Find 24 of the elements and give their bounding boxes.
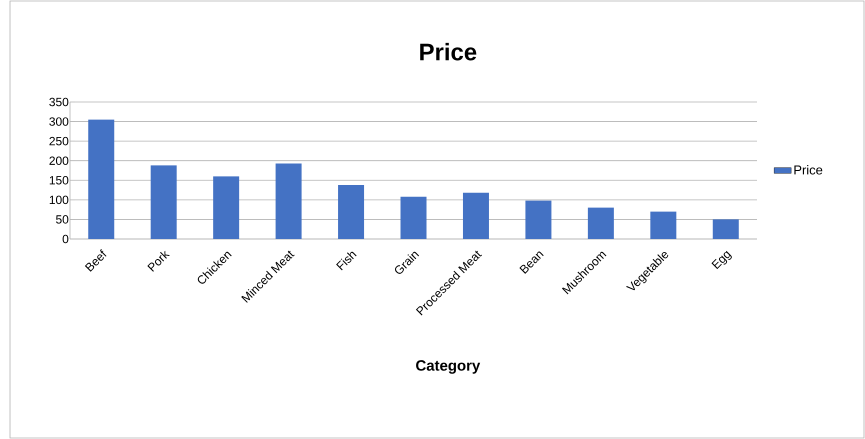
bar <box>338 184 364 239</box>
y-tick-label: 200 <box>49 156 68 165</box>
bar <box>150 165 177 239</box>
bar <box>88 120 114 239</box>
bar <box>462 192 489 239</box>
legend-label: Price <box>794 165 822 175</box>
y-tick-label: 350 <box>49 98 68 106</box>
x-axis-title: Category <box>416 360 480 374</box>
y-tick-label: 50 <box>56 215 68 224</box>
y-tick-label: 300 <box>49 117 68 126</box>
bar <box>213 176 240 239</box>
chart-title: Price <box>420 42 476 60</box>
bar <box>712 219 739 239</box>
y-tick-label: 250 <box>49 136 68 146</box>
bar <box>588 208 614 239</box>
y-tick-label: 150 <box>50 176 68 184</box>
x-tick-label: Fish <box>336 252 357 270</box>
x-tick-label: Egg <box>711 250 732 270</box>
bar <box>400 196 427 239</box>
bar <box>525 200 552 239</box>
bar <box>650 212 676 239</box>
y-tick-label: 0 <box>62 234 68 244</box>
y-tick-label: 100 <box>50 196 68 204</box>
bar <box>276 163 302 239</box>
